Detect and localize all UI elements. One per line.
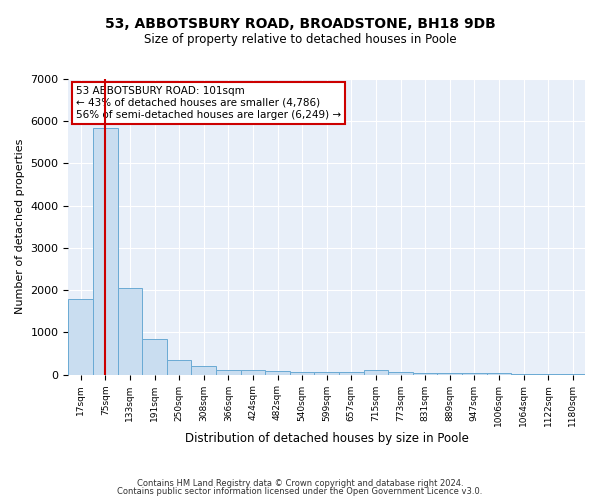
Bar <box>339 372 364 374</box>
Bar <box>93 128 118 374</box>
Text: Size of property relative to detached houses in Poole: Size of property relative to detached ho… <box>143 32 457 46</box>
Bar <box>364 370 388 374</box>
Bar <box>216 370 241 374</box>
Text: 53 ABBOTSBURY ROAD: 101sqm
← 43% of detached houses are smaller (4,786)
56% of s: 53 ABBOTSBURY ROAD: 101sqm ← 43% of deta… <box>76 86 341 120</box>
Bar <box>265 372 290 374</box>
Text: 53, ABBOTSBURY ROAD, BROADSTONE, BH18 9DB: 53, ABBOTSBURY ROAD, BROADSTONE, BH18 9D… <box>104 18 496 32</box>
Bar <box>118 288 142 374</box>
Bar <box>68 300 93 374</box>
Bar <box>314 372 339 374</box>
Bar <box>191 366 216 374</box>
Bar <box>142 339 167 374</box>
Bar <box>413 372 437 374</box>
Y-axis label: Number of detached properties: Number of detached properties <box>15 139 25 314</box>
X-axis label: Distribution of detached houses by size in Poole: Distribution of detached houses by size … <box>185 432 469 445</box>
Bar <box>290 372 314 374</box>
Bar <box>388 372 413 374</box>
Text: Contains public sector information licensed under the Open Government Licence v3: Contains public sector information licen… <box>118 487 482 496</box>
Bar <box>437 373 462 374</box>
Bar <box>462 373 487 374</box>
Bar <box>167 360 191 374</box>
Bar <box>241 370 265 374</box>
Text: Contains HM Land Registry data © Crown copyright and database right 2024.: Contains HM Land Registry data © Crown c… <box>137 478 463 488</box>
